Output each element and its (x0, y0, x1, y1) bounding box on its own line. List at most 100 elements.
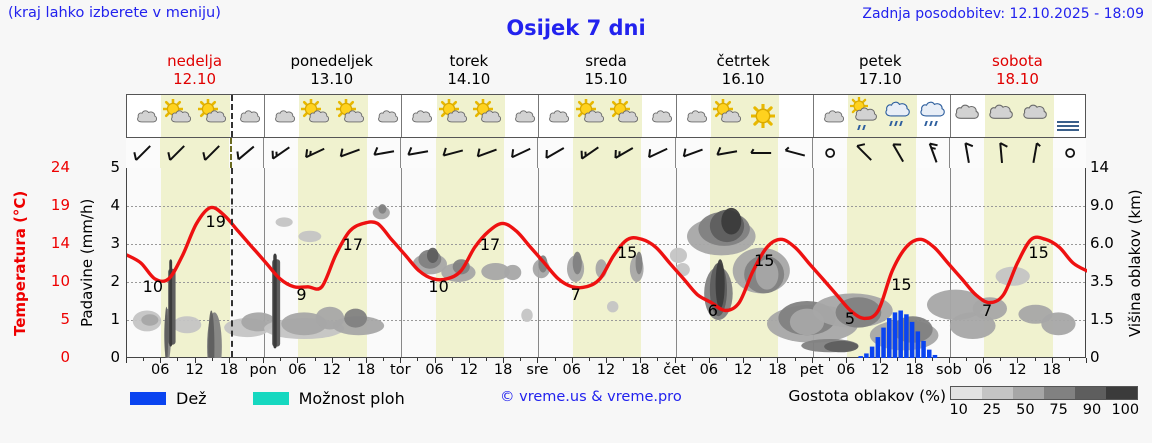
day-name: ponedeljek (290, 52, 373, 70)
cloud-density-swatch-50 (1013, 387, 1044, 399)
weather-icon-sun-cloud (710, 95, 746, 137)
x-tick (280, 358, 282, 361)
precipitation-legend: Dež Možnost ploh (130, 386, 451, 410)
temperature-value-label: 6 (707, 300, 718, 320)
location-menu-note: (kraj lahko izberete v meniju) (8, 5, 221, 21)
x-tick (811, 358, 813, 363)
x-label-12: 12 (871, 362, 890, 378)
weather-icon-cloud (1019, 95, 1054, 137)
day-header-row: nedelja 12.10 ponedeljek 13.10 torek 14.10 sre… (126, 52, 1086, 90)
day-name: torek (449, 52, 489, 70)
wind-barb (778, 138, 812, 168)
temperature-value-label: 15 (891, 274, 912, 294)
weather-icon-moon-cloud (402, 95, 436, 137)
x-tick (1086, 358, 1087, 363)
cloud-density-swatch-90 (1075, 387, 1106, 399)
weather-icon-sun-cloud (333, 95, 368, 137)
day-name: četrtek (716, 52, 770, 70)
temperature-tick-19: 19 (50, 196, 70, 214)
day-separator (949, 168, 951, 357)
x-label-18: 18 (905, 362, 924, 378)
daylight-band (435, 168, 505, 357)
x-tick (846, 358, 847, 363)
x-tick (400, 358, 402, 363)
weather-icon-moon-cloud (539, 95, 573, 137)
weather-icon-day-0 (127, 95, 264, 137)
x-tick (948, 358, 950, 363)
wind-barb (435, 138, 470, 168)
temperature-value-label: 15 (616, 243, 638, 263)
temperature-tick-24: 24 (50, 158, 70, 176)
x-label-06: 06 (699, 362, 719, 378)
precipitation-tick-1: 1 (110, 310, 120, 328)
wind-barb (469, 138, 505, 168)
x-label-06: 06 (562, 362, 581, 378)
wind-barb (916, 138, 950, 168)
x-tick (143, 358, 145, 361)
showers-legend-swatch (252, 391, 289, 405)
wind-barb (504, 138, 538, 168)
x-tick (297, 358, 299, 363)
x-tick (246, 358, 247, 361)
cloud-density-step-50: 50 (1016, 402, 1035, 418)
x-tick (1017, 358, 1019, 363)
temperature-value-label: 19 (205, 211, 226, 231)
x-tick (160, 358, 162, 363)
rain-bars (858, 310, 938, 358)
wind-barb (709, 138, 745, 168)
x-tick (640, 358, 642, 363)
cloud-density-step-90: 90 (1082, 402, 1102, 418)
x-tick (623, 358, 625, 361)
day-date: 17.10 (858, 70, 902, 88)
x-tick (1068, 358, 1070, 361)
precipitation-tick-2: 2 (110, 272, 120, 290)
current-time-marker-icons (231, 95, 233, 137)
x-label-18: 18 (631, 362, 650, 378)
day-name: sreda (585, 52, 627, 70)
x-tick (726, 358, 727, 361)
temperature-value-label: 7 (570, 284, 581, 304)
wind-barb (264, 138, 298, 168)
x-tick (777, 358, 779, 363)
x-tick (1000, 358, 1002, 361)
x-label-18: 18 (219, 362, 239, 378)
temperature-value-label: 15 (1028, 243, 1049, 263)
rain-legend-swatch (130, 391, 166, 405)
wind-barb (194, 138, 229, 168)
page-title: Osijek 7 dni (506, 16, 646, 40)
x-label-06: 06 (151, 362, 170, 378)
weather-icon-moon-cloud (230, 95, 264, 137)
weather-icon-moon-cloud (368, 95, 402, 137)
temperature-value-label: 17 (479, 235, 501, 255)
x-label-tor: tor (390, 362, 411, 378)
cloud-density-color-ramp (950, 386, 1138, 400)
weather-icon-sun-cloud (436, 95, 471, 137)
x-tick (348, 358, 350, 361)
weather-icon-day-5 (812, 95, 951, 137)
day-date: 16.10 (721, 70, 765, 88)
temperature-value-label: 7 (982, 300, 993, 320)
x-tick (794, 358, 796, 361)
x-tick (211, 358, 213, 361)
horizontal-gridline (127, 244, 1085, 245)
showers-legend-label: Možnost ploh (298, 388, 405, 408)
x-tick (366, 358, 367, 363)
cloud-density-step-25: 25 (982, 402, 1002, 418)
weather-icon-cloud (951, 95, 985, 137)
wind-barb (1053, 138, 1087, 168)
x-label-06: 06 (836, 362, 856, 378)
cloud-density-swatch-100 (1106, 387, 1137, 399)
day-separator (401, 168, 403, 357)
weather-icon-sun-cloud (299, 95, 334, 137)
current-time-marker-wind (230, 138, 232, 168)
wind-day-4 (674, 138, 813, 168)
horizontal-gridline (127, 206, 1085, 207)
horizontal-gridline (127, 282, 1085, 283)
x-label-06: 06 (425, 362, 444, 378)
cloud-height-tick-14: 14 (1090, 158, 1110, 176)
x-tick (897, 358, 899, 361)
credit-link[interactable]: © vreme.us & vreme.pro (500, 389, 682, 405)
weather-icon-moon (779, 95, 813, 137)
weather-icon-strip (126, 94, 1086, 138)
current-time-marker (231, 168, 233, 357)
